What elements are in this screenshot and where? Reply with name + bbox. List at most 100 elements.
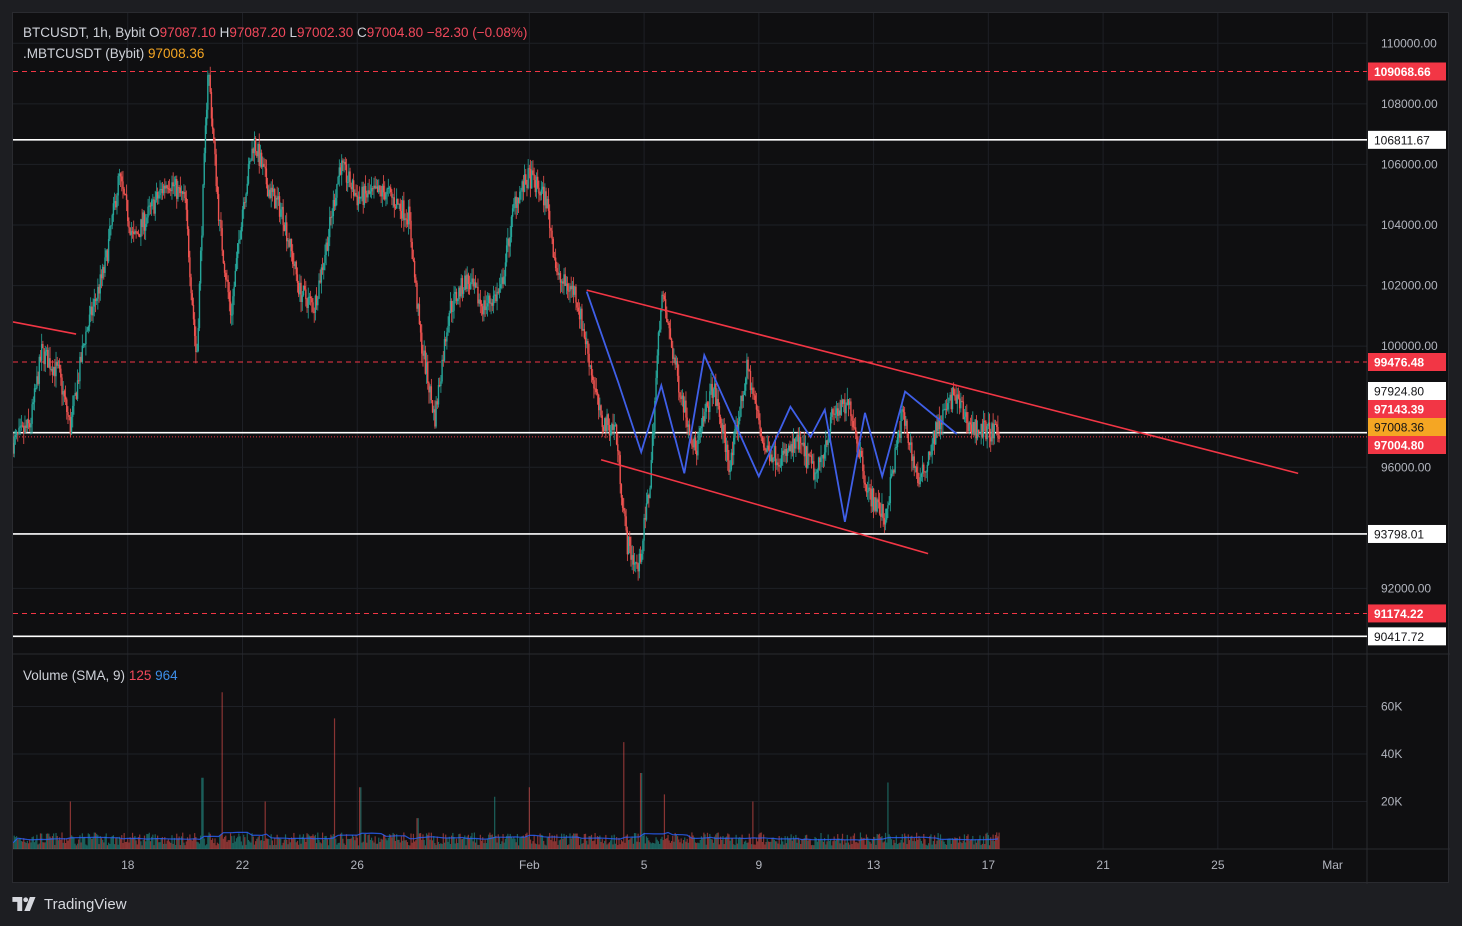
volume-bar — [955, 838, 957, 849]
volume-bar — [553, 835, 556, 849]
candle-body — [323, 263, 325, 271]
volume-bar — [299, 834, 301, 849]
volume-bar — [604, 840, 606, 849]
candle-body — [302, 285, 305, 296]
volume-bar — [130, 838, 132, 849]
volume-bar — [296, 840, 299, 849]
candle-body — [631, 555, 633, 560]
candle-body — [808, 453, 810, 456]
candle-body — [393, 197, 395, 207]
volume-bar — [216, 842, 218, 849]
candle-body — [176, 179, 178, 199]
volume-bar — [769, 841, 771, 849]
candle-body — [245, 193, 247, 203]
candle-body — [568, 290, 570, 292]
candle-body — [101, 266, 104, 279]
volume-bar — [14, 837, 16, 849]
volume-bar — [99, 836, 101, 849]
volume-bar — [133, 837, 135, 849]
tradingview-brand[interactable]: TradingView — [44, 895, 127, 913]
volume-bar — [920, 840, 923, 849]
volume-label[interactable]: Volume (SMA, 9) — [23, 668, 126, 683]
volume-bar — [648, 840, 650, 849]
trend-line-0[interactable] — [13, 321, 77, 335]
time-tick-label-5: 5 — [641, 858, 648, 872]
volume-bar — [933, 835, 936, 849]
candle-body — [580, 308, 582, 320]
volume-bar — [816, 841, 819, 849]
candle-body — [545, 191, 547, 209]
candle-body — [636, 562, 638, 565]
candle-body — [289, 238, 292, 247]
candle-body — [260, 152, 263, 168]
candle-body — [313, 311, 315, 313]
candle-body — [678, 375, 680, 393]
zigzag-pattern[interactable] — [585, 291, 958, 522]
chart-frame[interactable]: 110000.00 108000.00 106000.00 104000.00 1020… — [12, 12, 1450, 884]
volume-bar — [355, 834, 357, 849]
candle-body — [554, 257, 557, 269]
volume-bar — [442, 833, 444, 849]
volume-bar — [337, 843, 339, 849]
volume-bar — [422, 834, 424, 849]
volume-bar — [319, 842, 321, 849]
tradingview-logo-icon — [12, 897, 36, 911]
volume-bar — [550, 840, 552, 849]
candle-body — [588, 353, 590, 367]
volume-bar — [624, 842, 626, 849]
candle-body — [490, 302, 492, 304]
volume-bar — [226, 841, 228, 849]
candle-body — [184, 191, 186, 199]
volume-bar — [758, 834, 760, 849]
volume-bar — [350, 838, 352, 849]
candle-body — [400, 211, 403, 219]
candle-body — [985, 421, 987, 440]
time-tick-label-21: 21 — [1096, 858, 1110, 872]
volume-bar — [545, 845, 547, 849]
volume-bar — [332, 834, 334, 849]
volume-bar — [125, 841, 128, 849]
candle-body — [600, 405, 602, 416]
volume-bar — [568, 844, 570, 849]
candle-body — [480, 303, 483, 307]
volume-bar — [598, 836, 600, 849]
trend-line-2[interactable] — [600, 458, 929, 555]
volume-bar — [45, 833, 48, 849]
trend-line-1[interactable] — [586, 289, 1299, 475]
candle-body — [718, 405, 721, 417]
volume-bar — [818, 838, 820, 849]
candle-body — [253, 138, 256, 154]
candle-body — [923, 464, 925, 472]
candle-body — [523, 174, 526, 192]
candle-body — [246, 183, 248, 194]
volume-bar — [763, 834, 765, 849]
volume-bar — [479, 834, 481, 849]
volume-bar — [715, 834, 717, 849]
volume-bar — [387, 837, 389, 849]
symbol-title[interactable]: BTCUSDT, 1h, Bybit — [23, 25, 146, 40]
candle-body — [709, 391, 711, 413]
candle-body — [801, 442, 803, 445]
candle-body — [805, 446, 808, 468]
volume-bar — [119, 838, 122, 849]
candle-body — [848, 401, 851, 405]
candle-body — [399, 203, 401, 212]
candle-body — [753, 393, 755, 396]
volume-bar — [551, 835, 553, 849]
mark-price-label[interactable]: .MBTCUSDT (Bybit) — [23, 46, 145, 61]
volume-bar — [23, 838, 25, 849]
candle-body — [476, 286, 478, 288]
candle-body — [544, 191, 546, 206]
candle-body — [686, 417, 688, 427]
candle-body — [531, 170, 533, 189]
candle-body — [54, 366, 56, 377]
candle-body — [639, 553, 642, 562]
candle-body — [327, 237, 330, 251]
volume-bar — [733, 844, 735, 849]
volume-bar — [676, 836, 679, 849]
volume-bar — [142, 839, 144, 849]
chart-canvas[interactable]: 110000.00108000.00106000.00104000.001020… — [13, 13, 1450, 884]
volume-bar — [723, 844, 725, 849]
ohlc-key-c: C — [353, 25, 367, 40]
volume-bar — [449, 844, 452, 849]
